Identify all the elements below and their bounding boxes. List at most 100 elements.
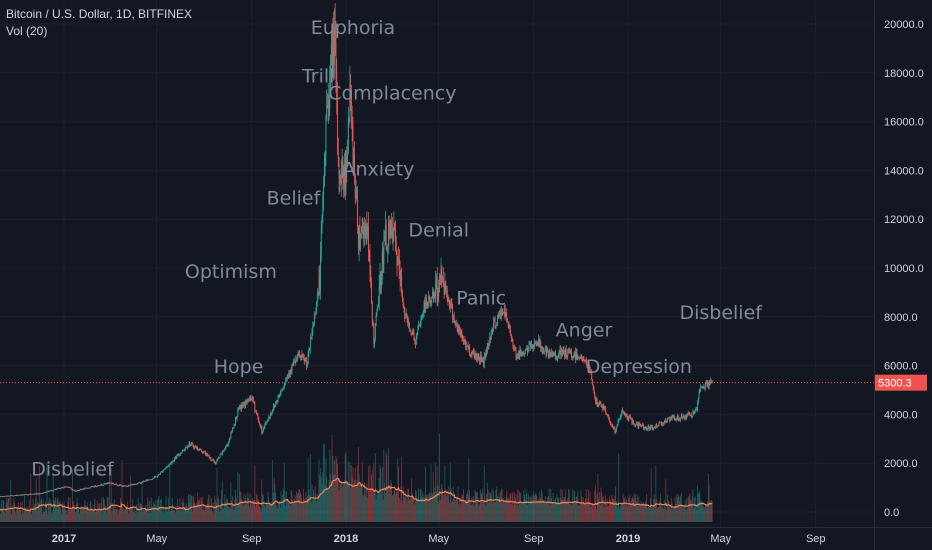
candle — [546, 345, 548, 357]
volume-bar — [120, 501, 122, 522]
candle — [355, 180, 357, 202]
x-axis[interactable]: 2017 May Sep 2018 May Sep 2019 May Sep — [52, 533, 826, 545]
volume-bar — [620, 504, 622, 522]
candle — [354, 141, 355, 185]
volume-bar — [196, 502, 198, 522]
candle — [94, 485, 96, 488]
candle — [258, 416, 260, 424]
candle — [194, 445, 196, 450]
candle — [565, 345, 567, 358]
volume-bar — [116, 508, 118, 522]
volume-bar — [348, 483, 350, 522]
volume-bar — [481, 493, 483, 522]
symbol-title[interactable]: Bitcoin / U.S. Dollar, 1D, BITFINEX — [6, 7, 193, 21]
candle — [341, 148, 343, 179]
volume-bar — [682, 508, 684, 522]
candle — [256, 412, 258, 416]
volume-bar — [57, 497, 59, 522]
volume-bar — [180, 507, 182, 522]
candle — [385, 219, 387, 251]
volume-bar — [441, 483, 443, 522]
candle — [469, 343, 471, 357]
volume-bar — [172, 504, 174, 522]
candle — [15, 494, 17, 496]
volume-bar — [503, 497, 505, 522]
candle — [469, 354, 471, 358]
volume-bar — [559, 498, 561, 522]
candle — [468, 345, 470, 350]
volume-bar — [144, 511, 146, 522]
volume-bar — [243, 493, 245, 522]
volume-bar — [532, 494, 534, 522]
candle — [387, 244, 389, 264]
volume-bar — [155, 507, 157, 522]
volume-bar — [466, 490, 468, 522]
candle — [32, 493, 34, 495]
candle — [498, 311, 500, 319]
volume-bar — [367, 497, 369, 522]
volume-bar — [157, 498, 159, 522]
candle — [333, 8, 335, 80]
volume-bar — [5, 503, 7, 522]
volume-bar — [75, 503, 77, 522]
candle — [633, 422, 635, 425]
candle — [322, 191, 324, 223]
volume-bar — [313, 489, 315, 522]
volume-bar — [242, 506, 244, 522]
candle — [564, 347, 566, 359]
volume-bar — [420, 488, 422, 522]
candle — [664, 418, 666, 424]
volume-bar — [652, 505, 654, 522]
volume-bar — [645, 501, 647, 522]
volume-bar — [175, 505, 177, 522]
volume-bar — [554, 500, 556, 522]
volume-bar — [29, 511, 31, 522]
candle — [218, 456, 219, 460]
volume-bar — [280, 491, 282, 522]
volume-bar — [328, 480, 330, 522]
candle — [367, 212, 369, 262]
candle — [669, 416, 671, 423]
volume-bar — [224, 494, 226, 522]
volume-bar — [502, 502, 504, 522]
candle — [33, 493, 35, 495]
volume-bar — [403, 491, 405, 522]
candle — [153, 477, 155, 479]
volume-bar — [30, 473, 32, 522]
volume-bar — [295, 501, 297, 522]
volume-bar — [704, 504, 706, 522]
candle — [99, 485, 100, 487]
volume-bar — [93, 504, 95, 522]
volume-bar — [131, 507, 133, 522]
volume-bar — [184, 507, 186, 522]
candle — [610, 421, 612, 426]
candle — [238, 407, 240, 412]
volume-bar — [578, 505, 580, 522]
candle — [246, 398, 248, 406]
candle — [639, 423, 641, 427]
volume-indicator-label[interactable]: Vol (20) — [6, 24, 48, 38]
candle — [600, 401, 602, 407]
candle — [45, 491, 47, 493]
candle — [56, 488, 58, 490]
volume-bar — [625, 504, 627, 522]
candle — [416, 332, 418, 340]
candle — [129, 484, 131, 486]
volume-bar — [707, 501, 709, 522]
volume-bar — [640, 500, 642, 522]
volume-bar — [560, 488, 562, 522]
volume-bar — [445, 493, 447, 522]
volume-bar — [530, 496, 532, 522]
volume-bar — [643, 503, 645, 522]
volume-bar — [92, 507, 94, 522]
candle — [160, 471, 162, 476]
volume-bar — [550, 488, 552, 522]
y-tick-label: 0.0 — [884, 507, 899, 519]
candle — [38, 493, 40, 495]
candle — [76, 489, 78, 492]
volume-bar — [418, 488, 420, 522]
volume-bar — [364, 482, 365, 522]
volume-bar — [626, 506, 628, 522]
